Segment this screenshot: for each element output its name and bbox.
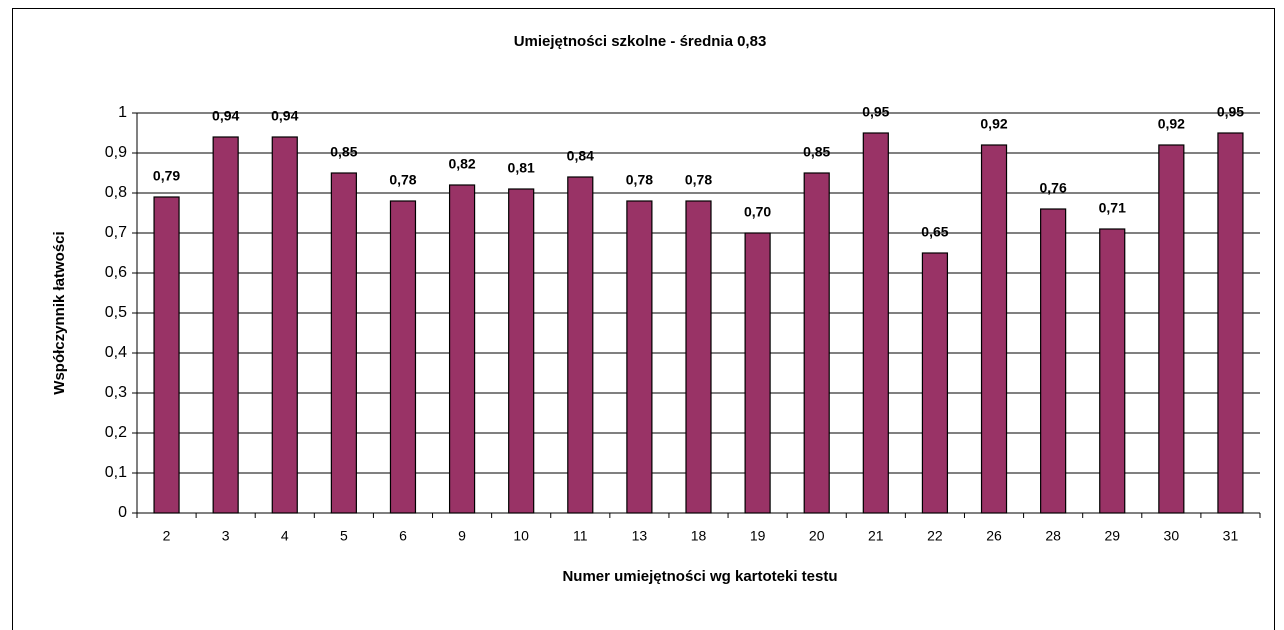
value-label: 0,85 [330,144,357,160]
value-label: 0,82 [448,156,475,172]
value-label: 0,78 [626,172,653,188]
y-tick-label: 0,9 [105,144,127,161]
bar [330,172,357,514]
bar [862,132,889,514]
bar [1217,132,1244,514]
x-tick-label: 18 [691,528,707,544]
bar [153,196,180,514]
chart-title: Umiejętności szkolne - średnia 0,83 [514,33,767,50]
x-tick-label: 31 [1223,528,1239,544]
value-label: 0,71 [1099,200,1126,216]
x-tick-label: 6 [399,528,407,544]
value-label: 0,81 [508,160,535,176]
value-label: 0,95 [1217,104,1244,120]
bar [271,136,298,514]
bar [685,200,712,514]
bar [389,200,417,514]
x-tick-label: 30 [1164,528,1180,544]
y-tick-label: 0,3 [105,384,127,401]
y-tick-label: 1 [118,104,127,121]
value-label: 0,94 [271,108,298,124]
value-label: 0,65 [921,224,948,240]
x-tick-label: 19 [750,528,766,544]
y-axis-label: Współczynnik łatwości [51,231,68,394]
value-label: 0,94 [212,108,239,124]
x-tick-label: 2 [163,528,171,544]
value-label: 0,79 [153,168,180,184]
y-tick-label: 0,6 [105,264,127,281]
x-axis-label: Numer umiejętności wg kartoteki testu [562,568,837,585]
bar [567,176,594,514]
bar [448,184,476,514]
bar [980,144,1008,514]
x-tick-label: 29 [1104,528,1120,544]
bar [1040,208,1067,514]
value-label: 0,84 [567,148,594,164]
value-label: 0,92 [980,116,1007,132]
y-tick-label: 0,7 [105,224,127,241]
value-label: 0,78 [685,172,712,188]
x-tick-label: 10 [513,528,529,544]
bar [1158,144,1185,514]
bar [744,232,771,514]
x-tick-label: 26 [986,528,1002,544]
bar [921,252,949,514]
x-tick-label: 9 [458,528,466,544]
value-label: 0,95 [862,104,889,120]
x-tick-label: 5 [340,528,348,544]
bar [626,200,653,514]
value-label: 0,76 [1040,180,1067,196]
value-label: 0,92 [1158,116,1185,132]
y-tick-label: 0 [118,504,127,521]
bar [508,188,535,514]
x-tick-label: 28 [1045,528,1061,544]
bar [212,136,239,514]
bar [803,172,830,514]
y-tick-label: 0,8 [105,184,127,201]
x-tick-label: 3 [222,528,230,544]
y-tick-label: 0,1 [105,464,127,481]
x-tick-label: 20 [809,528,825,544]
x-tick-label: 11 [573,528,588,544]
y-tick-label: 0,2 [105,424,127,441]
y-tick-label: 0,5 [105,304,127,321]
x-tick-label: 13 [632,528,648,544]
x-tick-label: 4 [281,528,289,544]
value-label: 0,85 [803,144,830,160]
bar [1099,228,1126,514]
x-tick-label: 21 [868,528,884,544]
y-tick-label: 0,4 [105,344,127,361]
x-tick-label: 22 [927,528,943,544]
value-label: 0,78 [389,172,416,188]
value-label: 0,70 [744,204,771,220]
